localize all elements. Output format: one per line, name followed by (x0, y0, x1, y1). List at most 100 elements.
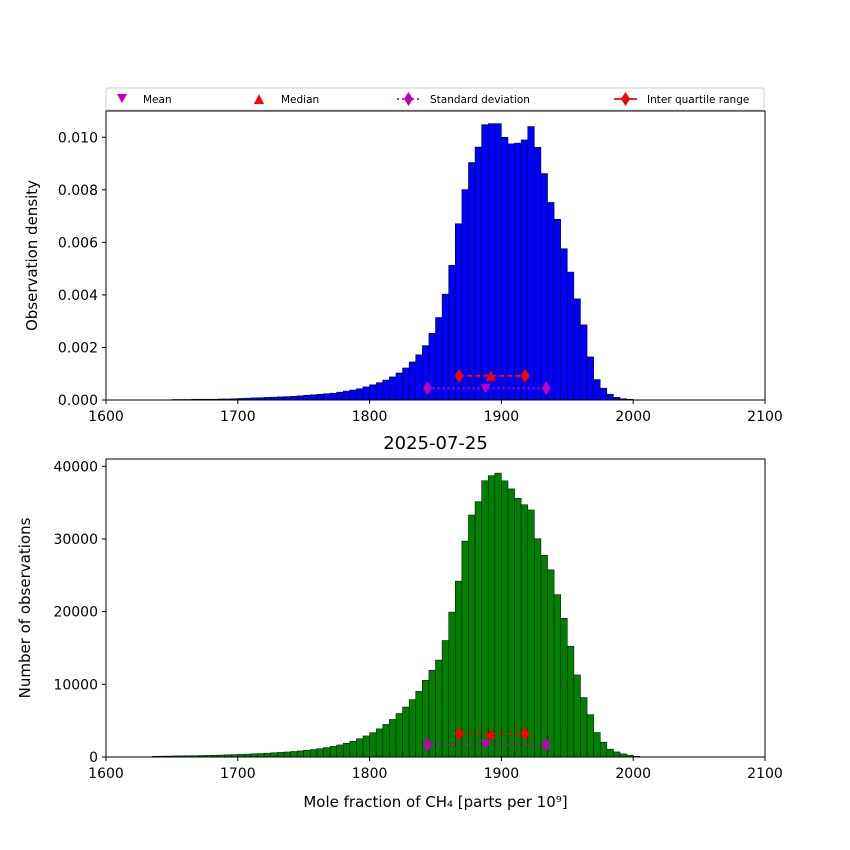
count-bar (329, 746, 337, 758)
count-bar (567, 646, 575, 758)
density-bar (316, 393, 324, 401)
count-stat-markers (423, 726, 551, 752)
density-bar (441, 293, 449, 401)
legend-frame (105, 87, 765, 111)
count-bar (415, 691, 423, 758)
count-bar (448, 611, 456, 758)
count-bar (613, 751, 621, 758)
count-bar (323, 747, 331, 758)
count-bar (342, 742, 351, 758)
count-axes-frame (105, 458, 766, 758)
density-bar (474, 146, 482, 401)
legend-entry-median: Median (254, 94, 319, 106)
count-x-tick-label: 2000 (615, 766, 651, 782)
count-bar (257, 753, 265, 758)
count-y-axis-label: Number of observations (16, 517, 34, 698)
count-bar (474, 501, 482, 758)
density-bar (290, 396, 298, 401)
count-bar (375, 728, 384, 758)
density-bar (362, 386, 370, 401)
count-y-tick-label: 0 (89, 750, 98, 766)
density-bar (323, 393, 331, 401)
density-x-tick-label: 2000 (615, 409, 651, 425)
density-mean-marker (480, 384, 491, 394)
legend-label-median: Median (281, 94, 319, 106)
count-bar (310, 749, 318, 758)
density-bar (507, 143, 515, 401)
count-bar (303, 749, 311, 758)
density-bars (171, 123, 641, 401)
count-x-ticks: 1600 1700 1800 1900 2000 2100 (88, 757, 783, 782)
count-bar (514, 497, 522, 758)
count-x-tick-label: 1800 (352, 766, 388, 782)
count-bar (553, 594, 561, 758)
density-bar (395, 372, 403, 401)
density-histogram-chart: 1600 1700 1800 1900 2000 2100 0.000 0.002 0.004… (23, 110, 783, 425)
density-stat-markers (423, 368, 551, 396)
count-bar (501, 480, 509, 758)
density-bar (540, 173, 548, 401)
density-bar (342, 390, 351, 401)
density-bar (606, 393, 614, 401)
density-bar (448, 264, 456, 401)
density-bar (369, 384, 377, 401)
density-y-tick-label: 0.000 (58, 393, 98, 409)
count-bar (277, 752, 285, 758)
count-bar (349, 740, 357, 758)
density-x-tick-label: 1600 (88, 409, 124, 425)
count-bar (408, 699, 416, 758)
iqr-diamond-icon (621, 92, 630, 106)
density-bar (553, 218, 561, 401)
count-y-tick-label: 40000 (53, 459, 98, 475)
density-x-tick-label: 1800 (352, 409, 388, 425)
density-bar (514, 142, 522, 401)
density-iqr-diamond (454, 368, 464, 383)
density-bar (573, 298, 581, 401)
legend-entry-std: Standard deviation (397, 92, 530, 106)
count-bar (270, 752, 278, 758)
count-bar (461, 540, 469, 758)
count-bar (481, 480, 489, 758)
density-bar (547, 202, 555, 401)
count-histogram-chart: 2025-07-25 1600 1700 1800 1900 2000 2100 0 100… (16, 433, 783, 811)
count-iqr-diamond (454, 726, 464, 741)
count-bar (356, 738, 364, 758)
count-std-diamond (541, 737, 551, 752)
count-bar (534, 538, 542, 758)
legend-entry-mean: Mean (117, 94, 172, 106)
density-bar (408, 361, 416, 401)
count-x-axis-label: Mole fraction of CH₄ [parts per 10⁹] (303, 793, 567, 811)
density-iqr-diamond (520, 368, 530, 383)
density-bar (534, 147, 542, 401)
density-bar (494, 123, 502, 401)
mean-marker-icon (117, 94, 127, 103)
count-bar (606, 748, 614, 758)
count-bar (507, 488, 515, 758)
density-bar (336, 391, 344, 401)
density-x-tick-label: 1900 (484, 409, 520, 425)
count-bar (527, 509, 535, 758)
density-bar (580, 324, 588, 401)
density-bar (560, 248, 568, 401)
count-bar (593, 732, 601, 758)
density-x-tick-label: 2100 (747, 409, 783, 425)
count-bar (520, 504, 529, 758)
count-x-tick-label: 1900 (484, 766, 520, 782)
density-bar (461, 189, 469, 401)
count-bars (151, 472, 641, 758)
count-bar (468, 514, 476, 758)
count-bar (369, 732, 377, 758)
count-x-tick-label: 1600 (88, 766, 124, 782)
count-y-ticks: 0 10000 20000 30000 40000 (53, 459, 106, 766)
count-bar (600, 741, 608, 758)
density-y-tick-label: 0.008 (58, 183, 98, 199)
count-y-tick-label: 20000 (53, 605, 98, 621)
density-bar (593, 379, 601, 401)
density-bar (296, 395, 304, 401)
density-bar (382, 379, 390, 401)
density-bar (600, 387, 608, 401)
count-bar (389, 719, 397, 758)
density-axes-frame (105, 110, 766, 401)
count-bar (547, 569, 555, 758)
